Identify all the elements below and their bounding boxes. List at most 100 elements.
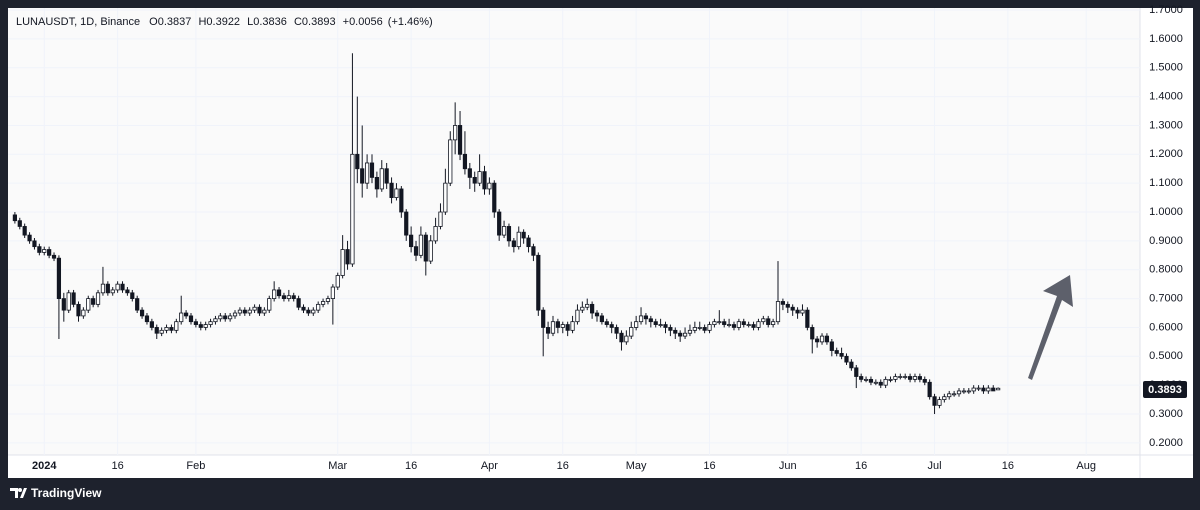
y-tick-label: 1.7000 (1149, 4, 1183, 16)
candle-body (751, 324, 756, 328)
candle-body (629, 327, 634, 337)
y-tick-label: 0.5000 (1149, 350, 1183, 362)
change: +0.0056 (343, 16, 383, 28)
candle-body (712, 321, 717, 325)
candle-body (76, 303, 81, 317)
candle-body (492, 182, 497, 213)
candle-body (203, 324, 208, 328)
ohlc-value: 0.3922 (206, 16, 240, 28)
candle-body (726, 324, 732, 326)
candle-body (438, 211, 443, 227)
candle-body (472, 176, 477, 184)
arrow-annotation (1028, 275, 1073, 380)
candle-body (555, 321, 560, 328)
candle-body (115, 283, 120, 291)
candle-body (883, 378, 888, 386)
candle-body (320, 301, 326, 305)
candle-body (174, 321, 179, 331)
candle-body (604, 321, 609, 325)
y-tick-label: 1.1000 (1149, 177, 1183, 189)
candle-body (839, 353, 844, 357)
candle-body (868, 378, 874, 383)
candle-body (42, 249, 47, 253)
candle-body (614, 327, 619, 334)
candle-body (844, 355, 849, 363)
candle-body (790, 306, 795, 311)
candle-body (746, 324, 751, 326)
ohlc-value: 0.3836 (253, 16, 287, 28)
candle-body (252, 306, 257, 311)
candle-body (541, 309, 546, 328)
x-tick-label: 16 (703, 460, 715, 472)
candle-body (462, 153, 468, 170)
candle-body (213, 318, 218, 323)
candle-body (247, 309, 252, 314)
candle-body (927, 381, 932, 398)
candle-body (423, 234, 428, 262)
candle-body (457, 125, 463, 155)
candle-body (384, 168, 389, 184)
brand-icon (10, 488, 27, 498)
candle-body (389, 182, 394, 198)
candle-body (903, 376, 908, 378)
candle-body (771, 321, 776, 325)
candle-body (95, 292, 101, 305)
ohlc-value: 0.3893 (302, 16, 336, 28)
candle-body (184, 312, 189, 317)
candle-body (267, 298, 272, 311)
symbol-header: LUNAUSDT, 1D, Binance O0.3837 H0.3922 L0… (16, 16, 433, 28)
candle-body (545, 327, 551, 334)
x-tick-label: Jul (928, 460, 942, 472)
candle-body (477, 171, 482, 184)
candle-body (105, 283, 110, 294)
candle-body (511, 240, 516, 248)
ohlc-label: L (247, 16, 253, 28)
candle-body (169, 327, 174, 331)
candle-body (756, 321, 761, 328)
x-tick-label: 16 (1002, 460, 1014, 472)
candle-body (907, 376, 913, 380)
candle-body (775, 301, 781, 323)
plot-area (8, 8, 1140, 455)
candle-body (66, 292, 71, 311)
candle-body (996, 387, 1001, 391)
brand-logo (10, 488, 27, 498)
candle-body (991, 387, 996, 392)
candle-body (37, 246, 42, 253)
candle-body (418, 234, 424, 256)
candle-body (12, 214, 17, 222)
candle-body (854, 367, 859, 377)
candle-body (800, 309, 805, 314)
candle-body (193, 321, 198, 325)
candle-body (531, 246, 536, 256)
candle-body (687, 329, 693, 334)
candle-body (971, 387, 976, 392)
candle-body (898, 376, 903, 378)
candle-body (580, 306, 585, 311)
y-tick-label: 1.3000 (1149, 119, 1183, 131)
y-tick-label: 0.2000 (1149, 437, 1183, 449)
candle-body (311, 309, 316, 314)
candle-body (125, 289, 130, 294)
candle-body (947, 393, 952, 398)
candle-body (364, 162, 370, 184)
candle-body (296, 298, 301, 308)
candle-body (428, 240, 433, 262)
y-tick-label: 0.7000 (1149, 292, 1183, 304)
candle-body (291, 295, 296, 299)
candle-body (888, 378, 893, 381)
candle-body (360, 168, 365, 184)
ohlc-value: 0.3837 (158, 16, 192, 28)
candle-body (741, 321, 746, 325)
candle-body (912, 376, 918, 380)
candle-body (805, 309, 810, 328)
candle-body (433, 226, 438, 242)
candle-body (81, 309, 86, 317)
candle-body (159, 329, 164, 334)
candle-body (829, 341, 834, 351)
candle-body (242, 309, 247, 314)
last-price-badge (1143, 381, 1187, 398)
candle-body (961, 390, 966, 393)
candle-body (272, 289, 277, 299)
